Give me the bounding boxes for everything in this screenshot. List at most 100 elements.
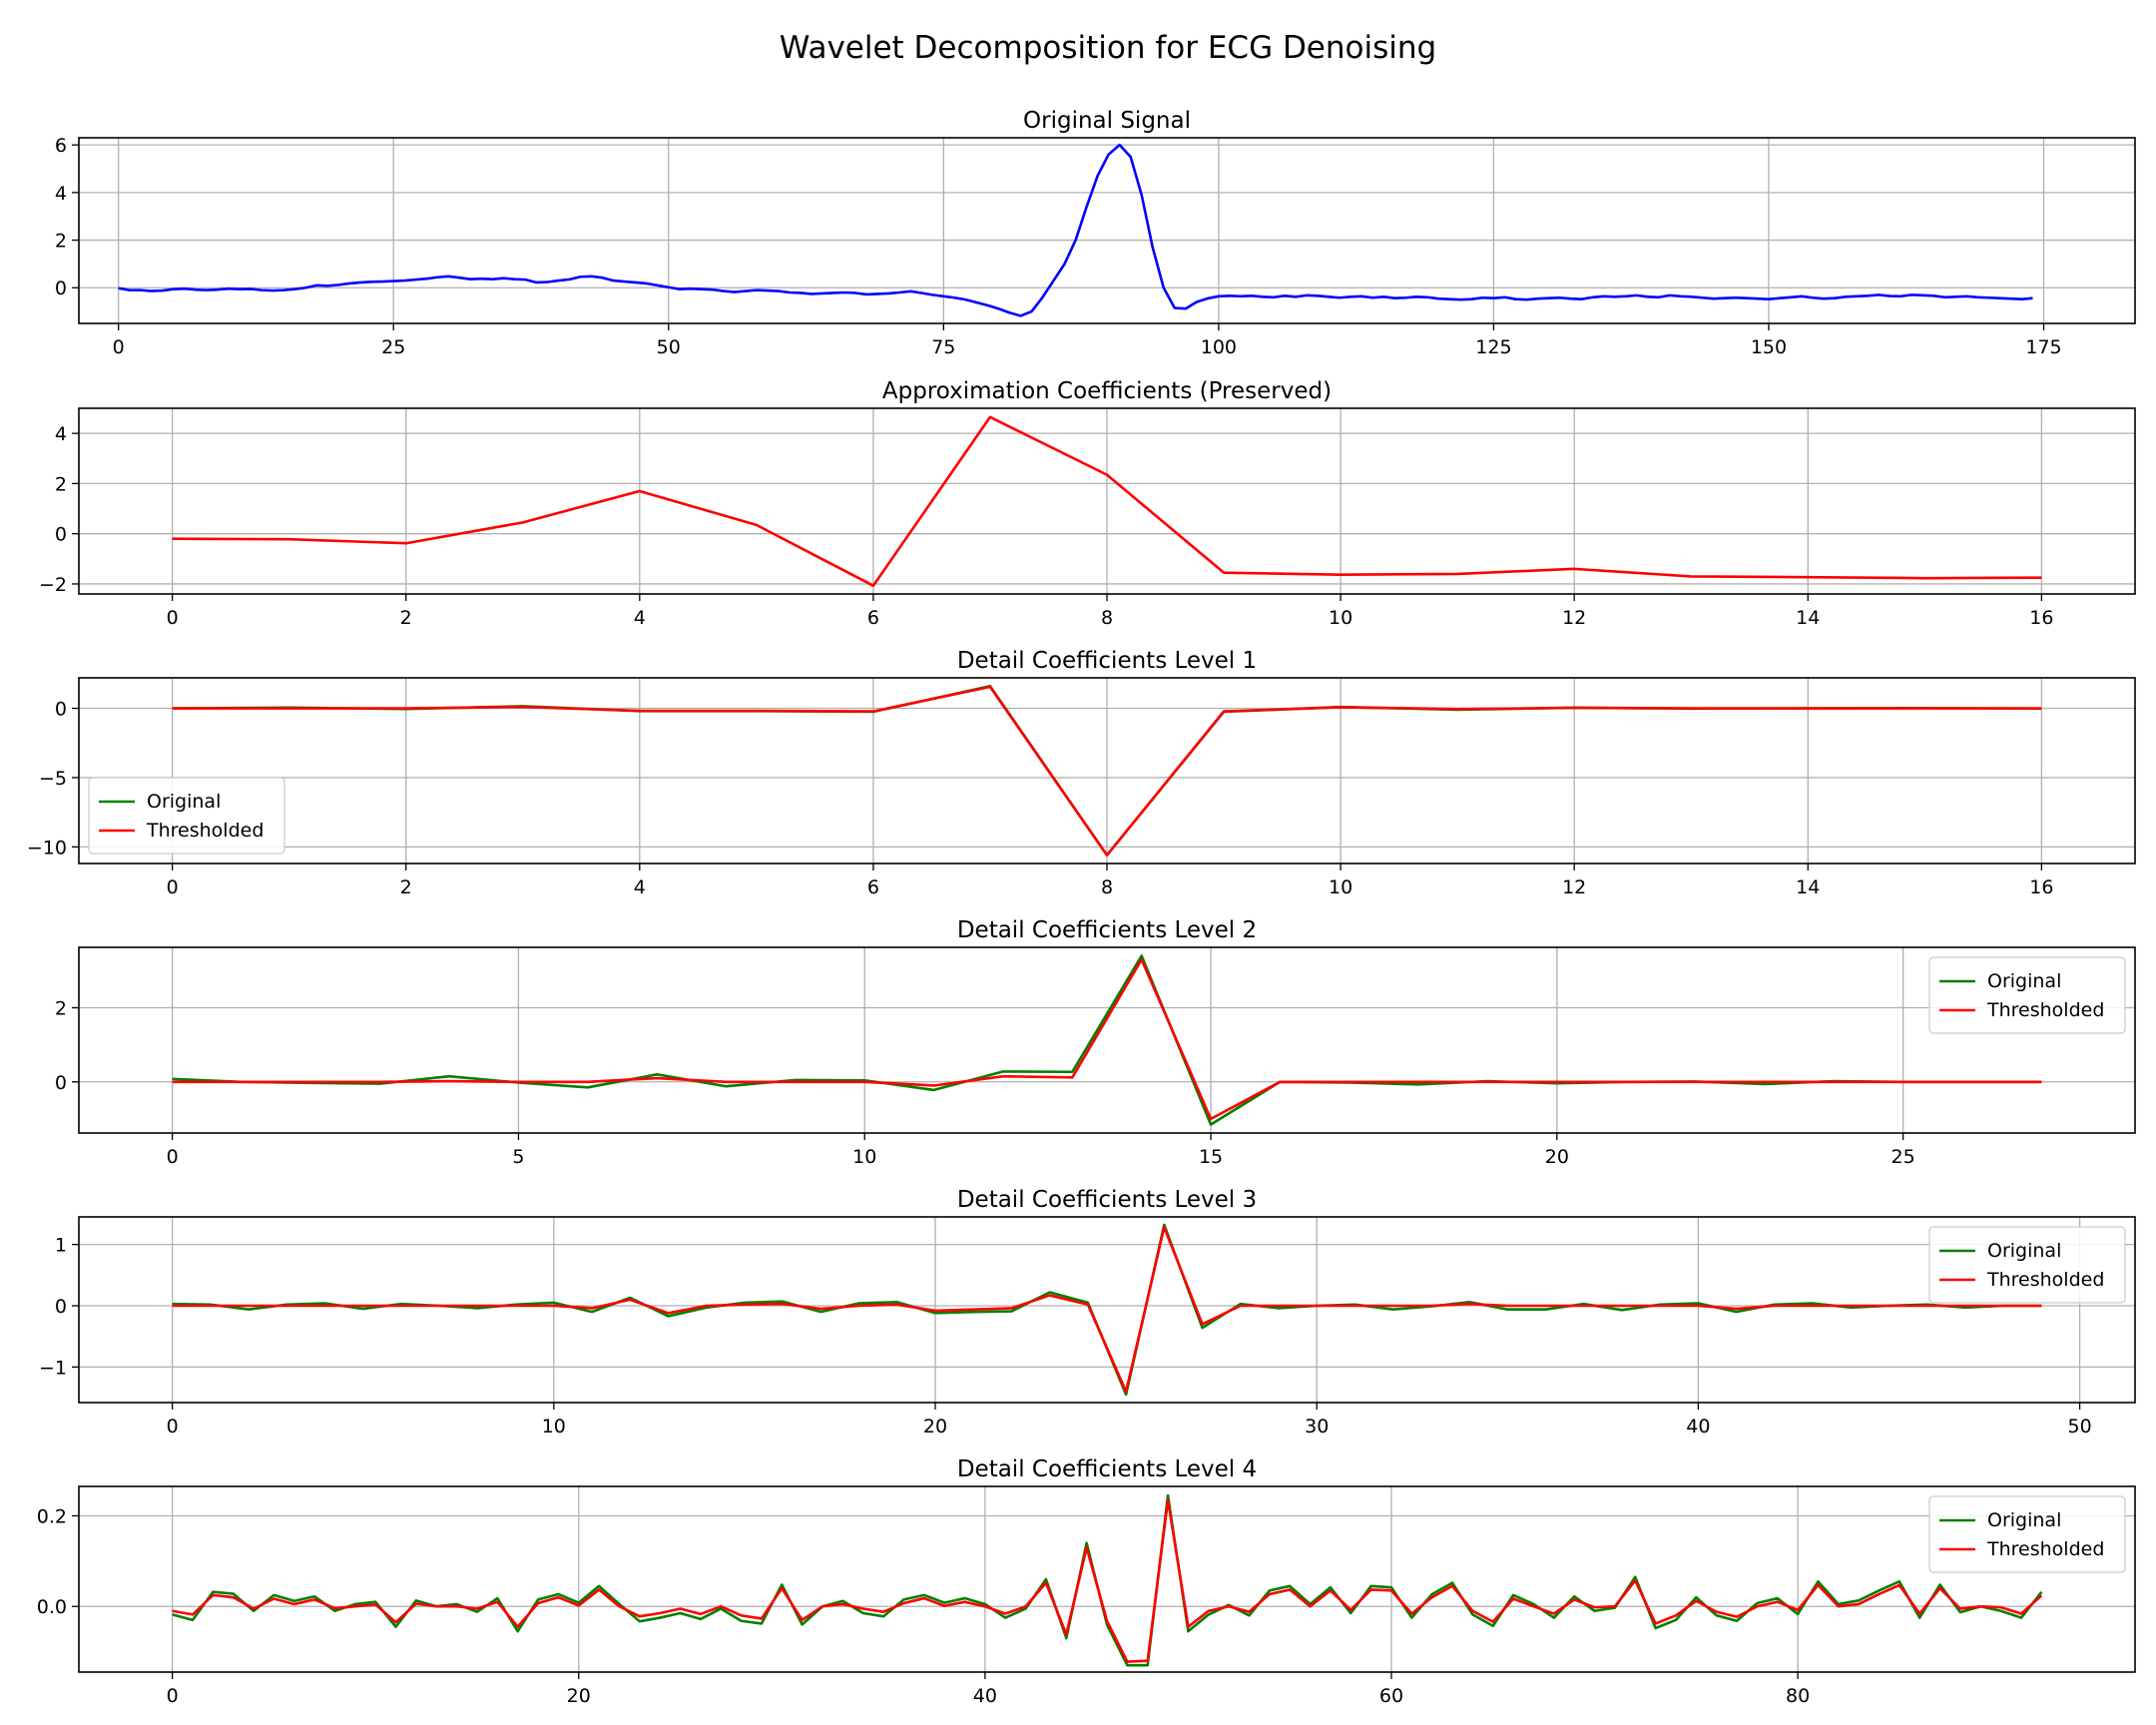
x-tick-label: 20 (923, 1416, 947, 1438)
x-tick-label: 20 (1545, 1146, 1569, 1168)
x-tick-label: 14 (1796, 607, 1820, 629)
x-tick-label: 2 (400, 876, 412, 898)
x-tick-label: 80 (1786, 1685, 1810, 1707)
series-line-thresholded (172, 685, 2042, 857)
subplot-title: Detail Coefficients Level 1 (957, 648, 1257, 674)
y-tick-label: −1 (39, 1357, 67, 1379)
y-tick-label: −2 (39, 574, 67, 596)
y-tick-label: 6 (55, 135, 67, 157)
legend-label-original: Original (147, 791, 221, 813)
axes-frame (78, 137, 2136, 324)
x-tick-label: 5 (512, 1146, 524, 1168)
x-tick-label: 60 (1379, 1685, 1403, 1707)
x-tick-label: 14 (1796, 876, 1820, 898)
subplot-title: Detail Coefficients Level 2 (957, 917, 1257, 943)
legend: Original Thresholded (1928, 1226, 2126, 1304)
x-tick-label: 175 (2025, 336, 2061, 358)
x-tick-label: 0 (167, 1685, 179, 1707)
y-tick-label: 0.0 (37, 1596, 67, 1618)
axes-frame (78, 946, 2136, 1134)
subplot-3: Detail Coefficients Level 1 0 2 4 6 8 10 12 14 16… (27, 648, 2136, 898)
x-tick-label: 150 (1751, 336, 1787, 358)
y-tick-label: 2 (55, 473, 67, 495)
subplot-title: Original Signal (1023, 108, 1191, 134)
legend-box (1928, 956, 2126, 1034)
legend: Original Thresholded (1928, 1495, 2126, 1573)
x-tick-label: 2 (400, 607, 412, 629)
legend-label-original: Original (1987, 1240, 2061, 1262)
legend-label-thresholded: Thresholded (146, 820, 264, 842)
y-tick-label: 0 (55, 524, 67, 546)
x-tick-label: 30 (1305, 1416, 1329, 1438)
x-tick-label: 0 (113, 336, 125, 358)
x-tick-label: 12 (1562, 607, 1586, 629)
legend-box (88, 777, 285, 855)
x-tick-label: 0 (167, 1416, 179, 1438)
subplot-4: Detail Coefficients Level 2 0 5 10 15 20 25 0 2 O… (55, 917, 2136, 1168)
x-tick-label: 4 (634, 607, 646, 629)
x-tick-label: 15 (1199, 1146, 1223, 1168)
y-tick-label: −10 (27, 837, 67, 859)
x-tick-label: 0 (167, 876, 179, 898)
figure-title: Wavelet Decomposition for ECG Denoising (780, 30, 1436, 66)
x-tick-label: 16 (2029, 607, 2053, 629)
x-tick-label: 0 (167, 607, 179, 629)
legend-label-original: Original (1987, 1509, 2061, 1531)
legend-box (1928, 1495, 2126, 1573)
series-line-signal (172, 415, 2042, 588)
subplot-1: Original Signal 0 25 50 75 100 125 150 175 0 2 4 6 (55, 108, 2136, 358)
x-tick-label: 25 (381, 336, 405, 358)
x-tick-label: 40 (973, 1685, 997, 1707)
x-tick-label: 8 (1101, 607, 1113, 629)
x-tick-label: 6 (867, 607, 879, 629)
x-tick-label: 25 (1891, 1146, 1915, 1168)
x-tick-label: 8 (1101, 876, 1113, 898)
y-tick-label: 2 (55, 998, 67, 1020)
legend: Original Thresholded (1928, 956, 2126, 1034)
y-tick-label: 0 (55, 1296, 67, 1318)
x-tick-label: 125 (1475, 336, 1511, 358)
x-tick-label: 10 (852, 1146, 876, 1168)
y-tick-label: 0 (55, 699, 67, 721)
series-line-thresholded (172, 1226, 2042, 1394)
legend-box (1928, 1226, 2126, 1304)
x-tick-label: 50 (657, 336, 681, 358)
x-tick-label: 75 (931, 336, 955, 358)
axes-frame (78, 1485, 2136, 1673)
x-tick-label: 10 (1329, 876, 1352, 898)
x-tick-label: 6 (867, 876, 879, 898)
y-tick-label: 1 (55, 1235, 67, 1257)
x-tick-label: 40 (1686, 1416, 1710, 1438)
x-tick-label: 16 (2029, 876, 2053, 898)
y-tick-label: 2 (55, 231, 67, 253)
x-tick-label: 10 (542, 1416, 566, 1438)
legend: Original Thresholded (88, 777, 285, 855)
y-tick-label: 4 (55, 423, 67, 445)
x-tick-label: 4 (634, 876, 646, 898)
y-tick-label: 4 (55, 183, 67, 205)
series-line-thresholded (172, 957, 2042, 1121)
x-tick-label: 10 (1329, 607, 1352, 629)
subplot-title: Detail Coefficients Level 4 (957, 1456, 1257, 1482)
y-tick-label: 0 (55, 1072, 67, 1094)
x-tick-label: 100 (1201, 336, 1237, 358)
series-line-thresholded (172, 1498, 2043, 1663)
series-line-signal (118, 143, 2033, 317)
legend-label-thresholded: Thresholded (1986, 1538, 2104, 1560)
subplot-2: Approximation Coefficients (Preserved) 0 2… (39, 378, 2136, 629)
y-tick-label: 0 (55, 278, 67, 299)
axes-frame (78, 1216, 2136, 1404)
y-tick-label: −5 (39, 768, 67, 790)
subplot-5: Detail Coefficients Level 30 10 20 30 40 50−1… (39, 1187, 2136, 1438)
x-tick-label: 20 (567, 1685, 591, 1707)
subplot-6: Detail Coefficients Level 4 0 20 40 60 80 0.0 0… (37, 1456, 2136, 1707)
subplot-title: Approximation Coefficients (Preserved) (882, 378, 1332, 404)
x-tick-label: 0 (167, 1146, 179, 1168)
legend-label-thresholded: Thresholded (1986, 1269, 2104, 1291)
legend-label-thresholded: Thresholded (1986, 999, 2104, 1021)
x-tick-label: 50 (2067, 1416, 2091, 1438)
x-tick-label: 12 (1562, 876, 1586, 898)
y-tick-label: 0.2 (37, 1505, 67, 1527)
